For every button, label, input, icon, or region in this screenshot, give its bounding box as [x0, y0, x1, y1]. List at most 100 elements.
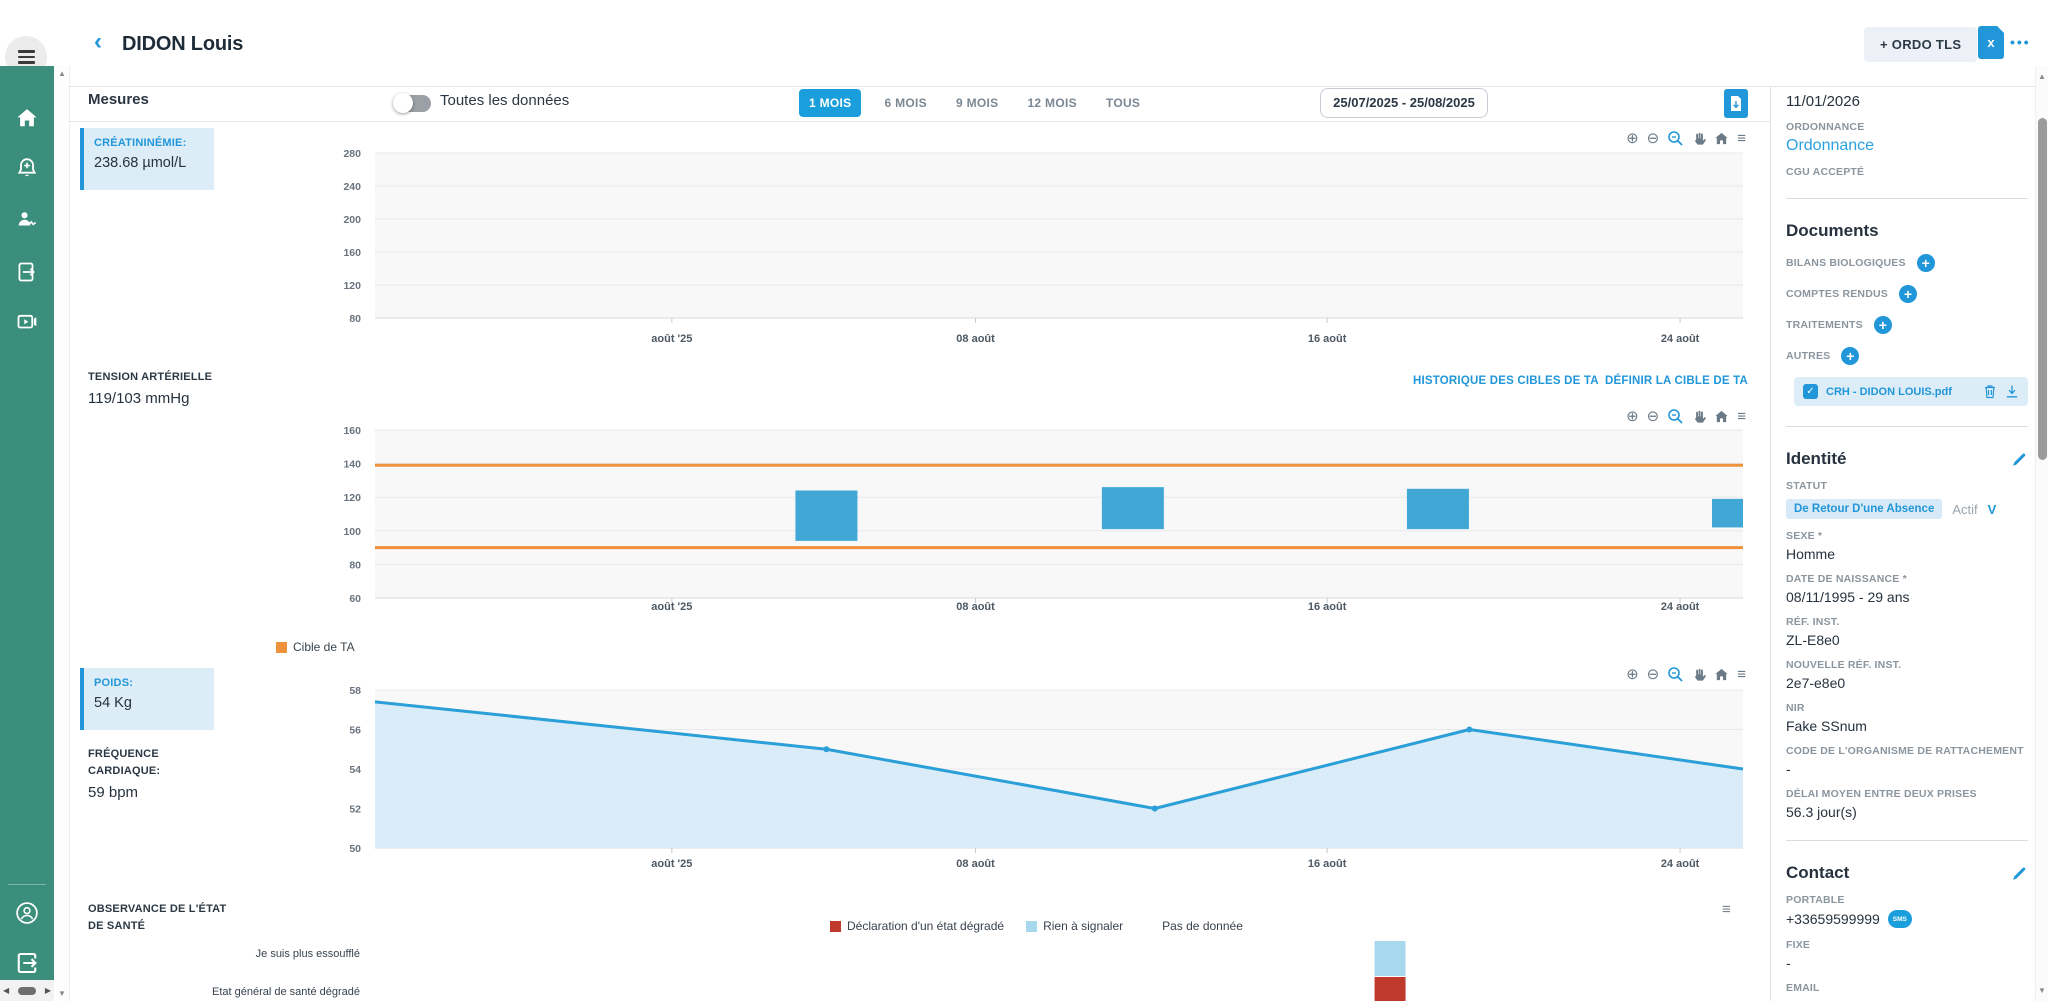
zoom-in-icon[interactable]: ⊕	[1626, 129, 1639, 147]
field-value: 2e7-e8e0	[1786, 675, 1846, 691]
toggle-knob	[393, 93, 413, 113]
sidebar-item-home[interactable]	[15, 106, 39, 130]
zoom-out-icon[interactable]: ⊖	[1646, 129, 1660, 147]
range-9-months[interactable]: 9 MOIS	[950, 95, 1004, 111]
file-name[interactable]: CRH - DIDON LOUIS.pdf	[1826, 385, 1952, 398]
selection-zoom-icon[interactable]	[1667, 130, 1683, 146]
range-12-months[interactable]: 12 MOIS	[1021, 95, 1082, 111]
status-badge[interactable]: De Retour D'une Absence	[1786, 499, 1943, 519]
sidebar-item-logout[interactable]	[15, 951, 39, 975]
statut-row: De Retour D'une Absence Actif V	[1786, 499, 2028, 519]
content-scrollbar[interactable]: ▲ ▼	[56, 66, 70, 1001]
add-autre-button[interactable]: +	[1841, 347, 1860, 365]
observance-legend: Déclaration d'un état dégradé Rien à sig…	[830, 919, 1243, 933]
tension-label: TENSION ARTÉRIELLE	[88, 371, 213, 383]
scroll-right-icon[interactable]: ▶	[44, 986, 51, 995]
scroll-up-icon[interactable]: ▲	[2038, 72, 2046, 81]
statut-label: STATUT	[1786, 480, 1828, 492]
cgu-label: CGU ACCEPTÉ	[1786, 166, 1865, 178]
field-label: NOUVELLE RÉF. INST.	[1786, 659, 1902, 671]
field-label: DÉLAI MOYEN ENTRE DEUX PRISES	[1786, 788, 1977, 800]
home-icon	[17, 109, 37, 127]
add-bilan-button[interactable]: +	[1916, 254, 1935, 272]
reset-home-icon[interactable]	[1714, 667, 1729, 682]
ordonnance-link[interactable]: Ordonnance	[1786, 137, 1875, 154]
scroll-up-icon[interactable]: ▲	[58, 69, 66, 78]
chart-menu-icon[interactable]: ≡	[1737, 665, 1746, 683]
pan-icon[interactable]	[1691, 667, 1707, 682]
poids-chart[interactable]	[340, 678, 1745, 878]
ordo-tls-button[interactable]: + ORDO TLS	[1864, 27, 1978, 62]
creatinine-label: CRÉATININÉMIE:	[94, 137, 187, 149]
pan-icon[interactable]	[1691, 409, 1707, 424]
scroll-down-icon[interactable]: ▼	[2038, 986, 2046, 995]
heart-rate-label: FRÉQUENCE CARDIAQUE:	[88, 748, 161, 778]
edit-identity-icon[interactable]	[2011, 451, 2028, 468]
patient-panel: 11/01/2026 ORDONNANCE Ordonnance CGU ACC…	[1786, 88, 2028, 1001]
observance-menu-icon[interactable]: ≡	[1722, 901, 1731, 918]
chart-menu-icon[interactable]: ≡	[1737, 407, 1746, 425]
horizontal-scrollbar[interactable]: ◀ ▶	[0, 980, 54, 1001]
add-traitement-button[interactable]: +	[1873, 316, 1892, 334]
heart-rate-card[interactable]: FRÉQUENCE CARDIAQUE: 59 bpm	[88, 746, 198, 801]
range-6-months[interactable]: 6 MOIS	[878, 95, 932, 111]
legend-swatch	[830, 920, 841, 932]
pdf-export-icon[interactable]	[1724, 89, 1748, 118]
chart-menu-icon[interactable]: ≡	[1737, 129, 1746, 147]
export-file-icon[interactable]: x	[1978, 26, 2004, 59]
legend-swatch	[1145, 920, 1157, 932]
range-1-month[interactable]: 1 MOIS	[799, 89, 862, 117]
creatinine-card[interactable]: CRÉATININÉMIE: 238.68 µmol/L	[80, 128, 214, 190]
sidebar-item-profile[interactable]	[15, 901, 39, 925]
divider	[1786, 426, 2028, 427]
hamburger-icon	[17, 47, 35, 66]
observance-chart[interactable]	[340, 935, 1745, 1001]
all-data-toggle[interactable]	[393, 93, 431, 113]
sidebar-item-media[interactable]	[15, 310, 39, 334]
ta-define-target-link[interactable]: DÉFINIR LA CIBLE DE TA	[1605, 375, 1749, 387]
chart-toolbar: ⊕ ⊖ ≡	[1626, 666, 1746, 682]
horizontal-scroll-thumb[interactable]	[18, 986, 36, 995]
more-options-button[interactable]: •••	[2010, 34, 2031, 50]
reset-home-icon[interactable]	[1714, 409, 1729, 424]
zoom-out-icon[interactable]: ⊖	[1646, 665, 1660, 683]
panel-scroll-thumb[interactable]	[2038, 118, 2047, 460]
excel-letter: x	[1987, 35, 1995, 50]
selection-zoom-icon[interactable]	[1667, 666, 1683, 682]
sms-icon[interactable]: SMS	[1887, 910, 1912, 928]
selection-zoom-icon[interactable]	[1667, 408, 1683, 424]
sidebar-item-notifications[interactable]	[15, 156, 39, 180]
sidebar-divider	[8, 884, 46, 885]
portable-value: +33659599999	[1786, 911, 1880, 927]
back-button[interactable]: ‹	[94, 28, 102, 55]
sidebar-item-documents[interactable]	[15, 260, 39, 284]
status-dropdown-icon[interactable]: V	[1987, 501, 1997, 517]
legend-label: Déclaration d'un état dégradé	[847, 919, 1005, 933]
download-file-icon[interactable]	[2005, 384, 2019, 399]
range-all[interactable]: TOUS	[1100, 95, 1146, 111]
zoom-in-icon[interactable]: ⊕	[1626, 665, 1639, 683]
panel-scrollbar[interactable]: ▲ ▼	[2035, 66, 2048, 1001]
tension-chart[interactable]	[340, 420, 1745, 620]
fixe-label: FIXE	[1786, 939, 1811, 951]
weight-card[interactable]: POIDS: 54 Kg	[80, 668, 214, 730]
reset-home-icon[interactable]	[1714, 131, 1729, 146]
zoom-in-icon[interactable]: ⊕	[1626, 407, 1639, 425]
creatinine-chart[interactable]	[340, 140, 1745, 355]
field-value: Homme	[1786, 546, 1836, 562]
add-compte-rendu-button[interactable]: +	[1898, 285, 1917, 303]
sidebar-item-patients[interactable]	[15, 208, 39, 232]
pan-icon[interactable]	[1691, 131, 1707, 146]
document-file-row[interactable]: ✓ CRH - DIDON LOUIS.pdf	[1794, 377, 2028, 406]
edit-contact-icon[interactable]	[2011, 865, 2028, 882]
doc-category-autres: AUTRES +	[1786, 347, 2028, 365]
delete-file-icon[interactable]	[1983, 384, 1997, 399]
date-range-picker[interactable]: 25/07/2025 - 25/08/2025	[1320, 88, 1488, 118]
zoom-out-icon[interactable]: ⊖	[1646, 407, 1660, 425]
scroll-left-icon[interactable]: ◀	[3, 986, 10, 995]
tension-card[interactable]: TENSION ARTÉRIELLE 119/103 mmHg	[88, 369, 212, 407]
email-label: EMAIL	[1786, 982, 1820, 994]
ta-history-link[interactable]: HISTORIQUE DES CIBLES DE TA	[1413, 375, 1599, 387]
scroll-down-icon[interactable]: ▼	[58, 989, 66, 998]
field-value: 56.3 jour(s)	[1786, 804, 1857, 820]
